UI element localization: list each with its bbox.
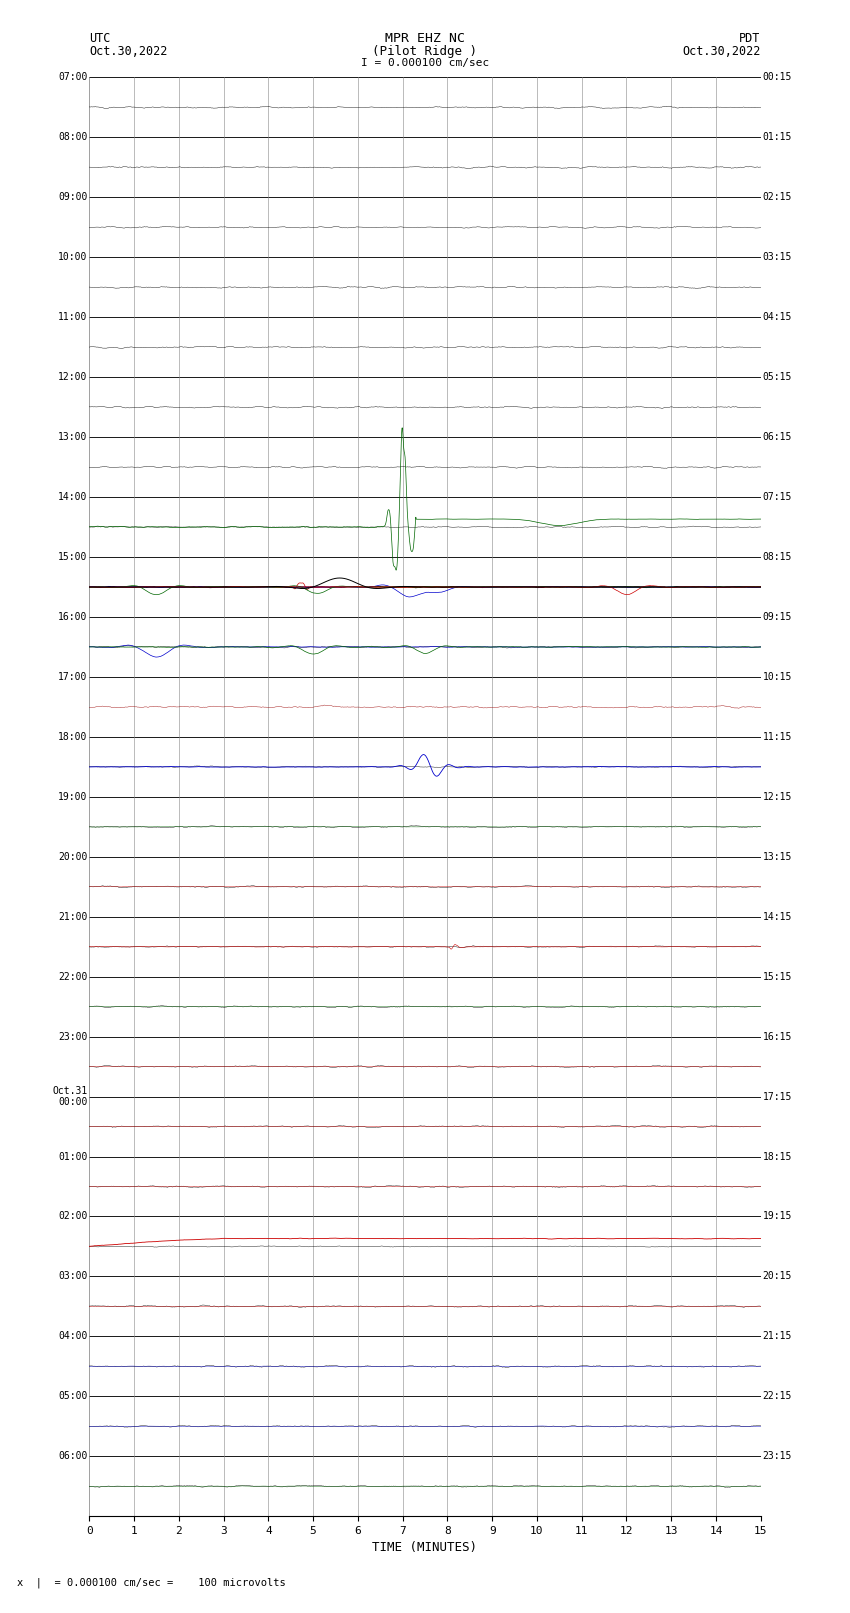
Text: 05:15: 05:15	[762, 373, 792, 382]
Text: 21:15: 21:15	[762, 1331, 792, 1342]
Text: 20:15: 20:15	[762, 1271, 792, 1281]
Text: 06:15: 06:15	[762, 432, 792, 442]
Text: Oct.30,2022: Oct.30,2022	[89, 45, 167, 58]
Text: 00:15: 00:15	[762, 73, 792, 82]
Text: 01:00: 01:00	[58, 1152, 88, 1161]
Text: I = 0.000100 cm/sec: I = 0.000100 cm/sec	[361, 58, 489, 68]
Text: 13:15: 13:15	[762, 852, 792, 861]
Text: 14:00: 14:00	[58, 492, 88, 502]
Text: 17:15: 17:15	[762, 1092, 792, 1102]
Text: 15:00: 15:00	[58, 552, 88, 561]
Text: 22:00: 22:00	[58, 971, 88, 982]
Text: 06:00: 06:00	[58, 1452, 88, 1461]
Text: 03:15: 03:15	[762, 252, 792, 263]
Text: 11:00: 11:00	[58, 313, 88, 323]
Text: 12:00: 12:00	[58, 373, 88, 382]
Text: 01:15: 01:15	[762, 132, 792, 142]
Text: PDT: PDT	[740, 32, 761, 45]
Text: 10:00: 10:00	[58, 252, 88, 263]
Text: 08:00: 08:00	[58, 132, 88, 142]
Text: 07:00: 07:00	[58, 73, 88, 82]
Text: (Pilot Ridge ): (Pilot Ridge )	[372, 45, 478, 58]
Text: 17:00: 17:00	[58, 673, 88, 682]
Text: 10:15: 10:15	[762, 673, 792, 682]
Text: 02:00: 02:00	[58, 1211, 88, 1221]
Text: 02:15: 02:15	[762, 192, 792, 202]
Text: 16:15: 16:15	[762, 1032, 792, 1042]
Text: 09:15: 09:15	[762, 611, 792, 623]
Text: 14:15: 14:15	[762, 911, 792, 921]
Text: 19:00: 19:00	[58, 792, 88, 802]
Text: 15:15: 15:15	[762, 971, 792, 982]
Text: 12:15: 12:15	[762, 792, 792, 802]
Text: Oct.30,2022: Oct.30,2022	[683, 45, 761, 58]
Text: 05:00: 05:00	[58, 1392, 88, 1402]
Text: 16:00: 16:00	[58, 611, 88, 623]
Text: 23:15: 23:15	[762, 1452, 792, 1461]
Text: 22:15: 22:15	[762, 1392, 792, 1402]
Text: 19:15: 19:15	[762, 1211, 792, 1221]
Text: x  |  = 0.000100 cm/sec =    100 microvolts: x | = 0.000100 cm/sec = 100 microvolts	[17, 1578, 286, 1589]
Text: MPR EHZ NC: MPR EHZ NC	[385, 32, 465, 45]
Text: 20:00: 20:00	[58, 852, 88, 861]
Text: 11:15: 11:15	[762, 732, 792, 742]
Text: 21:00: 21:00	[58, 911, 88, 921]
Text: 07:15: 07:15	[762, 492, 792, 502]
Text: 13:00: 13:00	[58, 432, 88, 442]
Text: UTC: UTC	[89, 32, 110, 45]
Text: 03:00: 03:00	[58, 1271, 88, 1281]
Text: Oct.31
00:00: Oct.31 00:00	[53, 1086, 88, 1108]
Text: 18:00: 18:00	[58, 732, 88, 742]
Text: 09:00: 09:00	[58, 192, 88, 202]
Text: 18:15: 18:15	[762, 1152, 792, 1161]
Text: 04:15: 04:15	[762, 313, 792, 323]
Text: 04:00: 04:00	[58, 1331, 88, 1342]
X-axis label: TIME (MINUTES): TIME (MINUTES)	[372, 1542, 478, 1555]
Text: 08:15: 08:15	[762, 552, 792, 561]
Text: 23:00: 23:00	[58, 1032, 88, 1042]
